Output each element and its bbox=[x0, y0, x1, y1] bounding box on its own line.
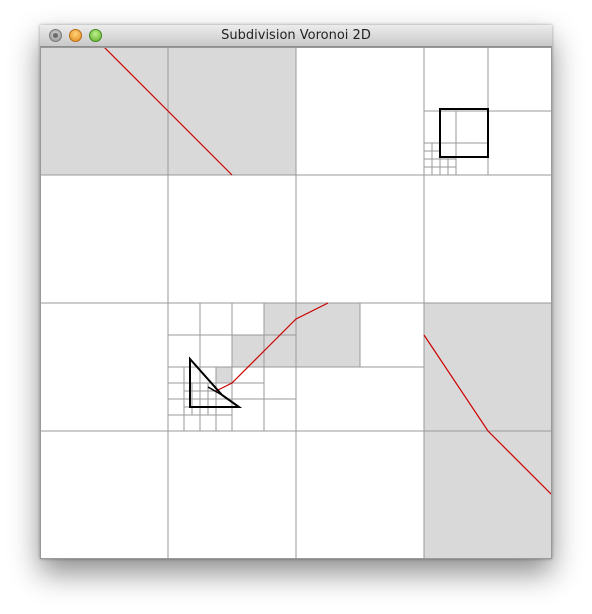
filled-cells bbox=[40, 47, 552, 559]
subdivision-svg[interactable] bbox=[40, 46, 553, 559]
drawing-canvas[interactable] bbox=[40, 46, 553, 559]
filled-cell bbox=[40, 47, 168, 175]
filled-cell bbox=[168, 47, 296, 175]
center-subdivision bbox=[168, 303, 424, 431]
curve-top bbox=[103, 46, 233, 176]
main-grid bbox=[40, 47, 552, 559]
title-bar[interactable]: Subdivision Voronoi 2D bbox=[40, 25, 552, 47]
canvas-border bbox=[40, 47, 552, 559]
curve-center bbox=[215, 302, 329, 392]
app-window: Subdivision Voronoi 2D bbox=[40, 25, 553, 559]
filled-cell bbox=[216, 367, 232, 383]
zoom-button[interactable] bbox=[89, 29, 102, 42]
black-shapes bbox=[189, 108, 489, 408]
minimize-button[interactable] bbox=[69, 29, 82, 42]
filled-cell bbox=[232, 335, 264, 367]
triangle-shape bbox=[189, 356, 243, 408]
square-shape bbox=[439, 108, 489, 158]
red-curves bbox=[103, 46, 553, 496]
close-button[interactable] bbox=[49, 29, 62, 42]
curve-right bbox=[423, 334, 553, 496]
window-title: Subdivision Voronoi 2D bbox=[221, 28, 371, 43]
